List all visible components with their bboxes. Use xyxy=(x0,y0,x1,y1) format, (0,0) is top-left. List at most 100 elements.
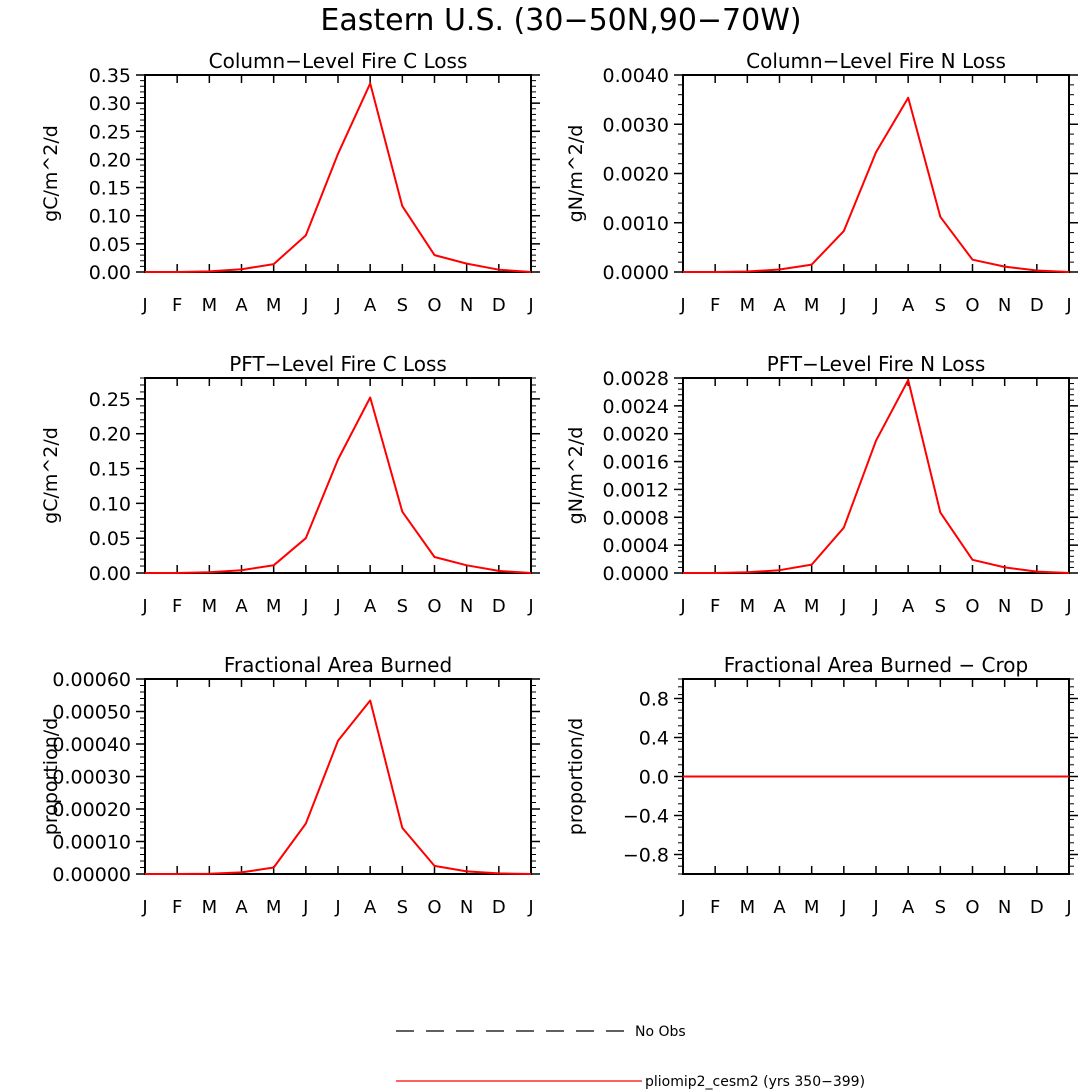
x-tick-label: A xyxy=(235,897,248,918)
x-tick-label: A xyxy=(364,897,377,918)
x-tick-label: N xyxy=(460,897,473,918)
x-tick-label: M xyxy=(266,295,282,316)
x-tick-label: J xyxy=(141,596,147,617)
x-tick-label: J xyxy=(141,897,147,918)
x-tick-label: F xyxy=(172,897,182,918)
y-tick-label: 0.20 xyxy=(89,149,131,171)
y-axis-label: gN/m^2/d xyxy=(565,427,587,525)
x-tick-label: S xyxy=(935,295,946,316)
y-tick-label: 0.0024 xyxy=(603,396,669,418)
x-tick-label: J xyxy=(872,295,878,316)
x-tick-label: M xyxy=(740,295,756,316)
x-tick-label: S xyxy=(397,596,408,617)
x-tick-label: J xyxy=(840,897,846,918)
x-tick-label: J xyxy=(1065,596,1071,617)
y-tick-label: 0.10 xyxy=(89,206,131,228)
x-tick-label: O xyxy=(427,295,441,316)
x-tick-label: M xyxy=(804,897,820,918)
x-tick-label: J xyxy=(872,897,878,918)
x-tick-label: F xyxy=(710,295,720,316)
y-tick-label: 0.00000 xyxy=(52,864,131,886)
x-tick-label: M xyxy=(804,596,820,617)
legend: No Obs pliomip2_cesm2 (yrs 350−399) xyxy=(396,1024,865,1090)
y-tick-label: 0.0012 xyxy=(603,479,669,501)
y-tick-label: 0.0020 xyxy=(603,164,669,186)
x-tick-label: J xyxy=(141,295,147,316)
series-line xyxy=(145,82,532,273)
y-tick-label: 0.0008 xyxy=(603,507,669,529)
y-tick-label: 0.0 xyxy=(639,767,669,789)
x-tick-label: D xyxy=(1030,596,1044,617)
x-tick-label: M xyxy=(740,596,756,617)
plot-frame xyxy=(144,377,532,574)
series-line xyxy=(683,96,1070,273)
x-tick-label: F xyxy=(172,596,182,617)
y-tick-label: 0.0004 xyxy=(603,535,669,557)
x-tick-label: A xyxy=(902,295,915,316)
y-tick-label: 0.25 xyxy=(89,389,131,411)
x-tick-label: J xyxy=(302,897,308,918)
plot-frame xyxy=(144,678,532,875)
x-tick-label: O xyxy=(427,596,441,617)
panel-title: Fractional Area Burned − Crop xyxy=(724,653,1028,677)
x-tick-label: J xyxy=(302,295,308,316)
x-tick-label: J xyxy=(527,295,533,316)
y-tick-label: 0.10 xyxy=(89,493,131,515)
x-tick-label: A xyxy=(364,596,377,617)
x-tick-label: M xyxy=(804,295,820,316)
x-tick-label: A xyxy=(773,295,786,316)
y-tick-label: 0.15 xyxy=(89,178,131,200)
x-tick-label: J xyxy=(679,596,685,617)
x-tick-label: M xyxy=(740,897,756,918)
x-tick-label: O xyxy=(427,897,441,918)
x-tick-label: J xyxy=(334,897,340,918)
x-tick-label: M xyxy=(266,596,282,617)
y-tick-label: 0.00050 xyxy=(52,702,131,724)
y-tick-label: 0.00 xyxy=(89,563,131,585)
x-tick-label: A xyxy=(773,596,786,617)
y-tick-label: 0.0010 xyxy=(603,213,669,235)
x-tick-label: F xyxy=(710,596,720,617)
y-tick-label: 0.4 xyxy=(639,728,669,750)
x-tick-label: O xyxy=(965,295,979,316)
panel-title: PFT−Level Fire C Loss xyxy=(229,352,447,376)
y-tick-label: 0.0030 xyxy=(603,114,669,136)
x-tick-label: S xyxy=(397,295,408,316)
legend-model-label: pliomip2_cesm2 (yrs 350−399) xyxy=(645,1074,865,1090)
x-tick-label: M xyxy=(266,897,282,918)
y-tick-label: 0.30 xyxy=(89,93,131,115)
x-tick-label: A xyxy=(902,596,915,617)
x-tick-label: D xyxy=(1030,897,1044,918)
x-tick-label: A xyxy=(235,295,248,316)
y-tick-label: 0.0016 xyxy=(603,452,669,474)
plot-frame xyxy=(682,377,1070,574)
y-tick-label: 0.00040 xyxy=(52,734,131,756)
x-tick-label: O xyxy=(965,897,979,918)
y-tick-label: 0.0028 xyxy=(603,368,669,390)
x-tick-label: M xyxy=(202,897,218,918)
legend-obs-label: No Obs xyxy=(635,1024,686,1040)
y-tick-label: 0.00 xyxy=(89,262,131,284)
series-line xyxy=(683,379,1070,574)
x-tick-label: D xyxy=(1030,295,1044,316)
y-tick-label: 0.35 xyxy=(89,65,131,87)
panel-title: Column−Level Fire N Loss xyxy=(746,49,1006,73)
y-tick-label: 0.0000 xyxy=(603,262,669,284)
x-tick-label: J xyxy=(527,596,533,617)
y-tick-label: 0.0000 xyxy=(603,563,669,585)
x-tick-label: D xyxy=(492,596,506,617)
y-tick-label: 0.0020 xyxy=(603,424,669,446)
y-tick-label: −0.4 xyxy=(623,806,669,828)
x-tick-label: M xyxy=(202,596,218,617)
panel-title: PFT−Level Fire N Loss xyxy=(767,352,986,376)
series-line xyxy=(145,396,532,574)
x-tick-label: M xyxy=(202,295,218,316)
y-axis-label: gC/m^2/d xyxy=(40,125,62,222)
